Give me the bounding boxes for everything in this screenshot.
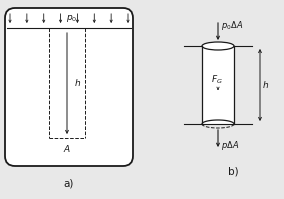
FancyBboxPatch shape bbox=[5, 8, 133, 166]
Text: $p_0$: $p_0$ bbox=[66, 14, 77, 24]
Text: $p_0\Delta A$: $p_0\Delta A$ bbox=[221, 19, 243, 31]
Bar bbox=[202, 46, 234, 124]
Text: A: A bbox=[64, 145, 70, 154]
Text: h: h bbox=[75, 78, 81, 88]
Text: $p\Delta A$: $p\Delta A$ bbox=[221, 139, 239, 151]
Text: b): b) bbox=[228, 166, 238, 176]
Text: $F_G$: $F_G$ bbox=[211, 74, 223, 86]
Ellipse shape bbox=[202, 42, 234, 50]
Text: h: h bbox=[263, 81, 269, 90]
Text: a): a) bbox=[64, 179, 74, 189]
